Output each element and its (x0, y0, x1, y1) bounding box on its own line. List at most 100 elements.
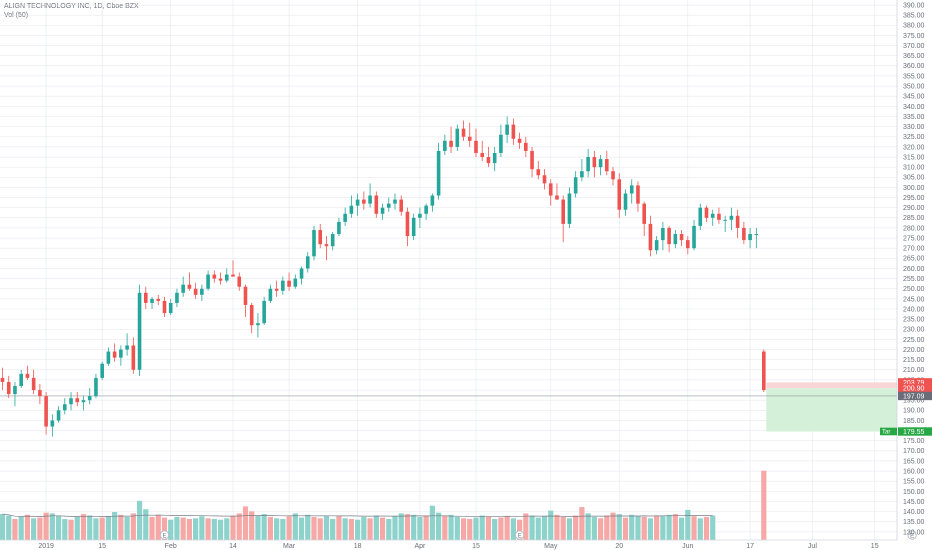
candle-body (69, 398, 73, 405)
candle-body (168, 302, 173, 314)
volume-bar (591, 516, 597, 540)
volume-bar (566, 518, 573, 540)
candle-body (480, 152, 485, 158)
volume-bar (80, 514, 87, 540)
volume-bar (597, 518, 604, 540)
candle-body (19, 373, 23, 386)
volume-bar (492, 519, 498, 540)
candle-body (524, 142, 528, 151)
candle-body (218, 278, 223, 281)
y-tick-label: 380.00 (903, 23, 925, 30)
y-tick-label: 225.00 (903, 337, 925, 344)
candle-body (742, 227, 746, 241)
candle-body (692, 225, 696, 249)
candle-body (125, 345, 129, 350)
volume-bar (635, 516, 641, 540)
volume-bar (199, 516, 205, 540)
y-tick-label: 175.00 (903, 438, 925, 445)
candle-body (119, 349, 123, 358)
candle-body (617, 179, 622, 210)
time-axis[interactable]: 201915Feb14Mar18Apr15May20Jun17Jul15Aug (0, 539, 932, 550)
stop-price-tag-background (898, 378, 932, 387)
y-tick-label: 160.00 (903, 469, 925, 476)
y-tick-label: 330.00 (903, 124, 925, 131)
candle-body (505, 124, 509, 135)
chart-legend: ALIGN TECHNOLOGY INC, 1D, Cboe BZX Vol (… (4, 2, 139, 20)
volume-bar (93, 518, 99, 540)
y-tick-label: 360.00 (903, 63, 925, 70)
volume-bar (548, 510, 554, 540)
volume-bar (230, 515, 236, 540)
target-badge-background (880, 427, 897, 436)
candle-body (686, 240, 690, 249)
candle-body (94, 377, 98, 397)
candle-body (723, 219, 727, 221)
y-tick-label: 240.00 (903, 306, 925, 313)
y-tick-label: 370.00 (903, 43, 925, 50)
volume-bar (641, 516, 647, 540)
candle-body (38, 390, 42, 397)
candle-body (44, 396, 48, 427)
volume-bar (330, 519, 336, 540)
volume-bar (573, 515, 579, 540)
volume-indicator-label: Vol (50) (4, 12, 29, 19)
volume-bar (610, 512, 616, 540)
volume-bar (180, 517, 186, 540)
volume-bar (398, 513, 404, 540)
candle-body (648, 223, 653, 251)
candle-body (362, 199, 366, 204)
volume-bar (112, 512, 118, 540)
candle-body (654, 240, 659, 251)
volume-bar (411, 514, 417, 540)
last-price-tag-background (898, 391, 932, 401)
volume-bar (136, 500, 143, 540)
y-tick-label: 280.00 (903, 225, 925, 232)
y-tick-label: 300.00 (903, 185, 925, 192)
volume-bar (18, 516, 24, 540)
candle-body (443, 140, 447, 151)
candle-body (212, 274, 217, 279)
candle-body (555, 195, 559, 200)
x-tick-label: 18 (354, 543, 362, 550)
candle-body (399, 199, 404, 212)
candle-body (561, 199, 565, 224)
x-tick-label: 15 (871, 543, 879, 550)
entry-price-tag-background (898, 384, 932, 393)
candle-body (710, 213, 715, 218)
candle-body (337, 221, 341, 235)
volume-bar (286, 516, 292, 540)
volume-bar (280, 519, 286, 540)
volume-bar (467, 519, 473, 540)
y-tick-label: 245.00 (903, 296, 925, 303)
volume-bar (479, 515, 485, 540)
candle-body (6, 381, 11, 395)
volume-bar (31, 518, 37, 540)
candle-body (274, 288, 279, 291)
x-tick-label: May (544, 543, 558, 550)
y-tick-label: 130.00 (903, 529, 925, 536)
candle-body (318, 229, 323, 245)
volume-bar (161, 517, 168, 540)
volume-bar (249, 511, 255, 540)
volume-bar (516, 519, 523, 540)
candle-body (181, 284, 185, 293)
volume-bar (710, 515, 716, 540)
price-axis[interactable]: 130.00 135.00 140.00 145.00 150.00 155.00 160.… (896, 0, 925, 540)
candle-body (56, 410, 61, 421)
y-tick-label: 295.00 (903, 195, 925, 202)
volume-bar (118, 514, 124, 540)
volume-bar (386, 519, 392, 540)
stop-price-tag-label: 203.79 (903, 380, 925, 387)
y-tick-label: 145.00 (903, 499, 925, 506)
volume-bar (43, 512, 49, 540)
y-tick-label: 290.00 (903, 205, 925, 212)
y-tick-label: 265.00 (903, 256, 925, 263)
candle-body (206, 274, 210, 289)
candle-body (499, 134, 503, 153)
candle-body (486, 157, 491, 164)
candle-body (256, 323, 260, 326)
candle-body (299, 268, 304, 279)
earnings-marker-icon (159, 530, 170, 540)
